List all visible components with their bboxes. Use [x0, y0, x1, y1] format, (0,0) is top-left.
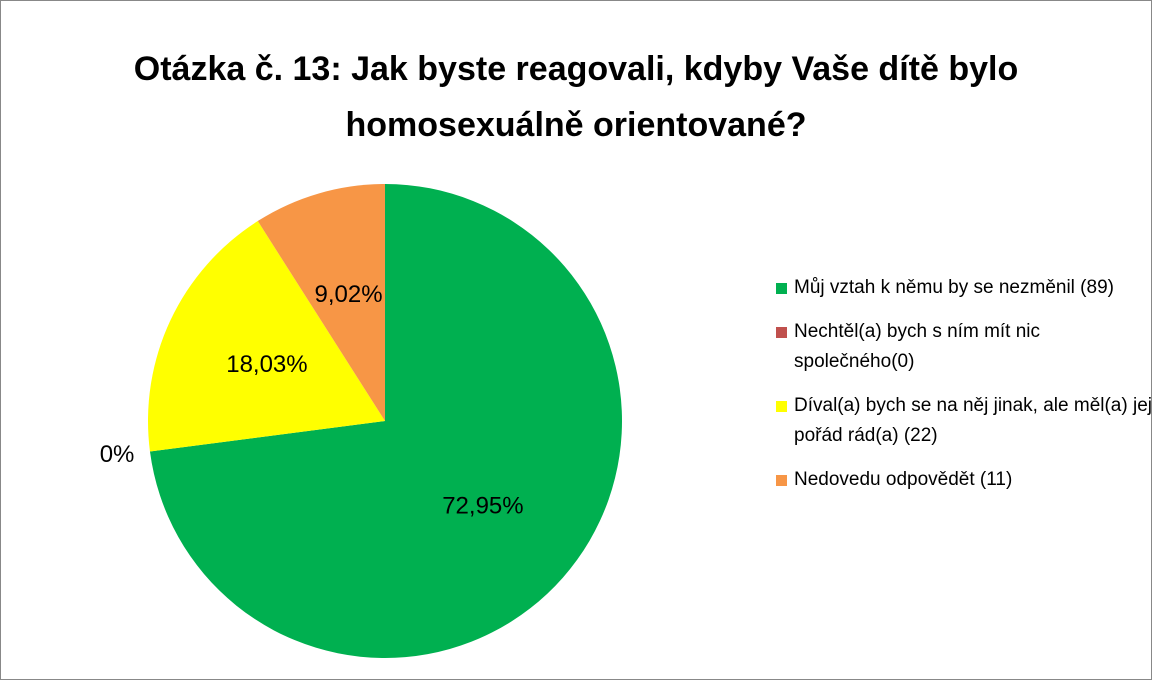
legend-swatch [776, 327, 787, 338]
legend-item: Nedovedu odpovědět (11) [776, 465, 1151, 495]
legend-item: Díval(a) bych se na něj jinak, ale měl(a… [776, 391, 1152, 451]
pie-slice [147, 221, 385, 452]
legend-label: Nechtěl(a) bych s ním mít nic společného… [794, 321, 1041, 372]
legend-swatch [776, 283, 787, 294]
legend-label: Nedovedu odpovědět (11) [794, 469, 1013, 490]
legend-swatch [776, 401, 787, 412]
legend-item: Nechtěl(a) bych s ním mít nic společného… [776, 317, 1151, 377]
legend-label: Můj vztah k němu by se nezměnil (89) [794, 277, 1114, 298]
data-label: 0% [100, 441, 135, 468]
pie-slice [257, 184, 385, 421]
data-label: 18,03% [226, 351, 307, 378]
legend-label: Díval(a) bych se na něj jinak, ale měl(a… [794, 395, 1152, 446]
data-label: 9,02% [315, 281, 383, 308]
data-label: 72,95% [442, 492, 523, 519]
legend-swatch [776, 475, 787, 486]
legend: Můj vztah k němu by se nezměnil (89) Nech… [776, 273, 1152, 509]
pie-slice [149, 184, 623, 658]
legend-item: Můj vztah k němu by se nezměnil (89) [776, 273, 1151, 303]
chart-title: Otázka č. 13: Jak byste reagovali, kdyby… [133, 50, 1019, 144]
